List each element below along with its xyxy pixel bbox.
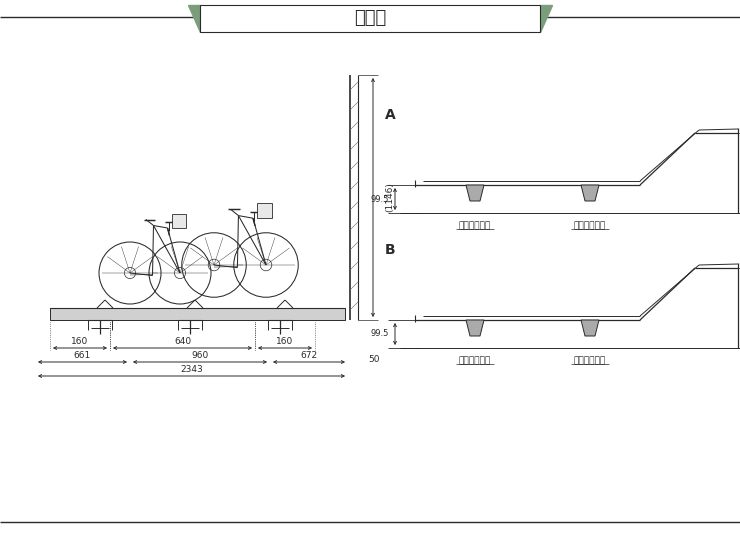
Text: 99.5: 99.5 [371, 194, 389, 204]
Text: B: B [385, 243, 396, 257]
Polygon shape [188, 5, 200, 32]
Text: 160: 160 [71, 338, 89, 347]
Text: 160: 160 [276, 338, 294, 347]
Text: スライド金具: スライド金具 [574, 221, 606, 230]
Bar [172, 213, 186, 227]
Polygon shape [466, 185, 484, 201]
Polygon shape [540, 5, 552, 32]
Text: 672: 672 [300, 352, 317, 361]
Text: 2343: 2343 [180, 366, 203, 375]
Text: スライド金具: スライド金具 [459, 356, 491, 365]
Polygon shape [581, 320, 599, 336]
Text: (1146): (1146) [385, 183, 394, 212]
Text: 661: 661 [74, 352, 91, 361]
Text: 側面図: 側面図 [354, 9, 386, 26]
Text: スライド金具: スライド金具 [459, 221, 491, 230]
Text: 960: 960 [192, 352, 209, 361]
Text: 50: 50 [368, 355, 380, 364]
Text: A: A [385, 108, 396, 122]
Text: 99.5: 99.5 [371, 329, 389, 339]
Text: スライド金具: スライド金具 [574, 356, 606, 365]
Text: 640: 640 [174, 338, 191, 347]
Bar [258, 203, 272, 218]
Bar [200, 5, 540, 32]
Bar [50, 308, 345, 320]
Polygon shape [466, 320, 484, 336]
Polygon shape [581, 185, 599, 201]
